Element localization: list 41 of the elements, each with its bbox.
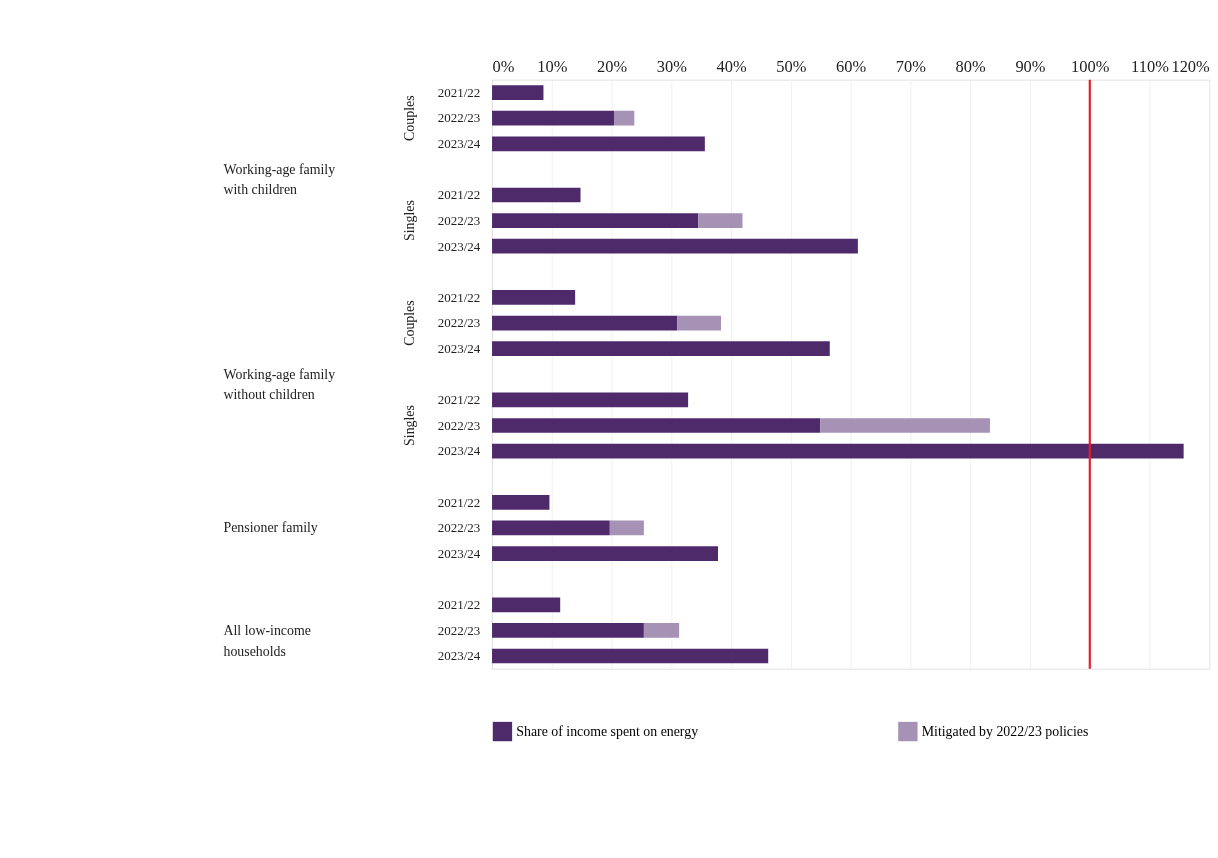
y-tick-label: 2021/22 — [437, 597, 481, 613]
y-tick-label: 2021/22 — [437, 392, 481, 408]
y-tick-label: 2023/24 — [437, 238, 481, 254]
x-tick-label: 110% — [1131, 56, 1170, 76]
x-tick-label: 50% — [776, 56, 807, 76]
text: Pensioner family — [223, 520, 318, 536]
y-tick-label: 2023/24 — [437, 443, 481, 459]
text: Singles — [402, 200, 418, 242]
x-tick-label: 80% — [955, 56, 987, 76]
text: All low-income households — [223, 622, 311, 659]
y-tick-label: 2021/22 — [437, 84, 481, 100]
x-tick-label: 30% — [656, 56, 688, 76]
legend-label: Share of income spent on energy — [516, 723, 699, 739]
y-tick-label: 2022/23 — [437, 212, 481, 228]
y-tick-label: 2023/24 — [437, 341, 481, 356]
x-tick-label: 70% — [895, 56, 927, 76]
x-tick-label: 10% — [537, 56, 568, 76]
x-tick-label: 90% — [1015, 56, 1046, 76]
text: Couples — [402, 300, 418, 346]
text: Working-age family without children — [223, 366, 336, 403]
y-tick-label: 2021/22 — [437, 289, 481, 305]
text: Singles — [402, 405, 418, 446]
x-tick-label: 0% — [492, 56, 515, 76]
y-tick-label: 2022/23 — [437, 315, 481, 331]
x-tick-label: 60% — [836, 56, 867, 76]
y-tick-label: 2022/23 — [437, 622, 481, 638]
y-tick-label: 2023/24 — [437, 545, 481, 561]
x-tick-label: 40% — [716, 56, 747, 76]
x-tick-label: 120% — [1171, 56, 1211, 76]
x-tick-label: 20% — [596, 56, 628, 76]
text: Couples — [402, 95, 418, 141]
y-tick-label: 2021/22 — [437, 494, 481, 510]
y-tick-label: 2023/24 — [437, 648, 481, 664]
x-tick-label: 100% — [1071, 56, 1110, 76]
y-tick-label: 2022/23 — [437, 110, 481, 126]
y-tick-label: 2022/23 — [437, 520, 481, 536]
text: Working-age family with children — [223, 161, 336, 198]
y-tick-label: 2023/24 — [437, 136, 481, 152]
legend-label: Mitigated by 2022/23 policies — [921, 723, 1089, 739]
y-tick-label: 2022/23 — [437, 417, 481, 433]
y-tick-label: 2021/22 — [437, 187, 481, 203]
